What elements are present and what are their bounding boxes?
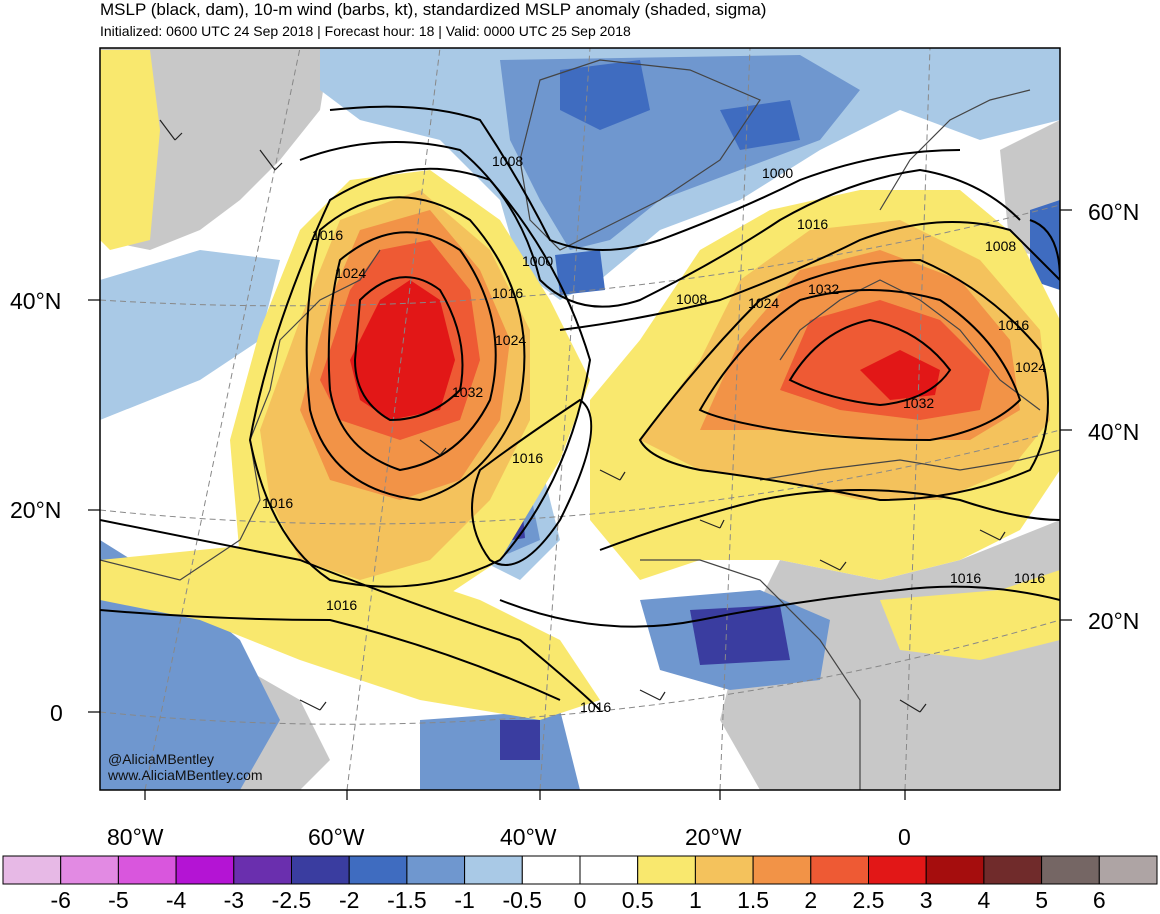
lon-label-80w: 80°W	[107, 824, 164, 850]
lat-label-20n-right: 20°N	[1088, 608, 1140, 634]
lon-label-40w: 40°W	[500, 824, 557, 850]
lon-label-60w: 60°W	[308, 824, 365, 850]
contour-label: 1016	[1014, 570, 1045, 586]
lat-label-40n-right: 40°N	[1088, 419, 1140, 445]
colorbar-tick-label: -0.5	[502, 887, 543, 913]
lat-label-20n-left: 20°N	[10, 497, 62, 523]
colorbar-tick-label: 5	[1035, 887, 1048, 913]
credit-handle: @AliciaMBentley	[108, 751, 215, 767]
colorbar-swatch	[233, 855, 293, 885]
colorbar-tick-label: 1.5	[737, 887, 770, 913]
contour-label: 1016	[262, 495, 293, 511]
mslp-contours	[100, 105, 1060, 711]
colorbar	[2, 855, 1158, 885]
lat-label-40n-left: 40°N	[10, 288, 62, 314]
colorbar-swatch	[925, 855, 985, 885]
contour-label: 1032	[808, 281, 839, 297]
colorbar-tick-label: 0	[573, 887, 587, 913]
colorbar-tick-label: -1.5	[387, 887, 427, 913]
contour-label: 1016	[492, 285, 523, 301]
contour-label: 1032	[903, 395, 934, 411]
contour-label: 1024	[748, 295, 779, 311]
colorbar-tick-label: 4	[977, 887, 991, 913]
colorbar-swatch	[464, 855, 523, 885]
contour-label: 1016	[950, 570, 981, 586]
contour-label: 1016	[998, 317, 1029, 333]
contour-label: 1016	[797, 216, 828, 232]
colorbar-tick-label: 2.5	[852, 887, 885, 913]
colorbar-tick-label: 3	[919, 887, 933, 913]
colorbar-swatch	[1098, 855, 1158, 885]
map-border	[99, 47, 1061, 791]
colorbar-tick-label: 6	[1092, 887, 1106, 913]
colorbar-tick-label: -5	[108, 887, 129, 913]
colorbar-swatch	[752, 855, 812, 885]
colorbar-swatch	[2, 855, 62, 885]
colorbar-swatch	[60, 855, 119, 885]
colorbar-tick-label: -6	[50, 887, 71, 913]
credit-website: www.AliciaMBentley.com	[108, 767, 263, 783]
contour-label: 1000	[522, 253, 553, 269]
contour-label: 1008	[492, 153, 523, 169]
lat-label-0-left: 0	[50, 700, 63, 726]
colorbar-swatch	[1041, 855, 1100, 885]
colorbar-swatch	[694, 855, 754, 885]
colorbar-swatch	[117, 855, 177, 885]
colorbar-swatch	[521, 855, 581, 885]
contour-label: 1024	[1015, 359, 1046, 375]
contour-label: 1016	[580, 699, 611, 715]
contour-label: 1016	[512, 450, 543, 466]
lon-label-0: 0	[898, 824, 911, 850]
chart-subtitle: Initialized: 0600 UTC 24 Sep 2018 | Fore…	[100, 23, 631, 39]
colorbar-tick-label: -3	[223, 887, 245, 913]
colorbar-swatch	[868, 855, 927, 885]
colorbar-swatch	[348, 855, 408, 885]
colorbar-swatch	[291, 855, 350, 885]
colorbar-tick-label: -2.5	[271, 887, 312, 913]
colorbar-tick-label: 2	[804, 887, 818, 913]
colorbar-tick-label: 0.5	[621, 887, 654, 913]
contour-label: 1024	[335, 265, 366, 281]
wind-barbs	[159, 119, 1006, 713]
contour-label: 1032	[452, 384, 483, 400]
contour-label: 1008	[676, 291, 707, 307]
colorbar-tick-label: -4	[165, 887, 187, 913]
colorbar-tick-label: -2	[338, 887, 360, 913]
lon-label-20w: 20°W	[685, 824, 742, 850]
contour-label-group: 1008 1000 1016 1024 1016 1000 1008 1016 …	[262, 153, 1046, 715]
colorbar-tick-label: -1	[454, 887, 475, 913]
colorbar-swatch	[983, 855, 1043, 885]
contour-label: 1000	[762, 165, 793, 181]
positive-anomaly-shading	[100, 50, 1060, 720]
colorbar-swatch	[810, 855, 869, 885]
chart-title: MSLP (black, dam), 10-m wind (barbs, kt)…	[100, 0, 767, 19]
contour-label: 1016	[312, 227, 343, 243]
contour-label: 1024	[495, 332, 526, 348]
contour-label: 1008	[985, 238, 1016, 254]
colorbar-swatch	[406, 855, 466, 885]
map-content: 1008 1000 1016 1024 1016 1000 1008 1016 …	[100, 48, 1060, 790]
colorbar-swatch	[637, 855, 696, 885]
lat-label-60n-right: 60°N	[1088, 199, 1140, 225]
axis-ticks	[88, 209, 1072, 800]
colorbar-swatch	[175, 855, 235, 885]
colorbar-tick-label: 1	[688, 887, 702, 913]
contour-label: 1016	[326, 597, 357, 613]
colorbar-swatch	[579, 855, 639, 885]
